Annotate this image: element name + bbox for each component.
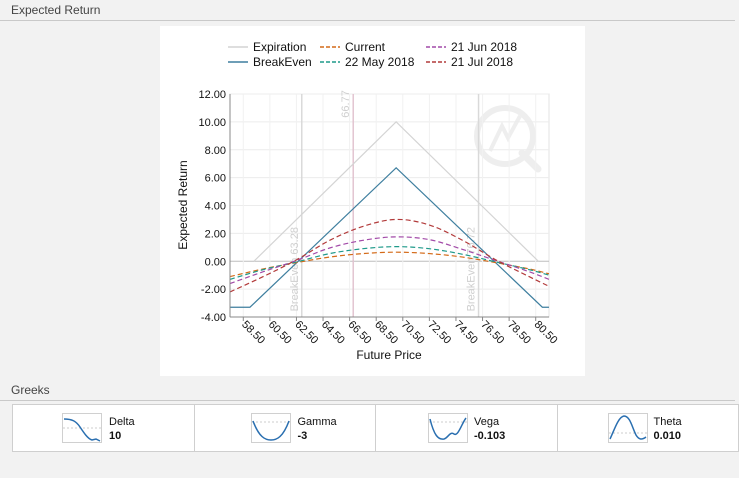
greeks-header: Greeks — [0, 380, 735, 401]
y-tick-label: -4.00 — [201, 312, 226, 324]
x-tick-label: 78.50 — [505, 319, 533, 347]
greek-name: Theta — [653, 416, 682, 428]
greek-theta[interactable]: Theta 0.010 — [558, 405, 739, 451]
y-axis-label: Expected Return — [176, 160, 190, 249]
breakeven-markers: BreakEven 63.28 66.77 BreakEven 76.72 — [289, 90, 480, 317]
greek-value: -0.103 — [474, 430, 506, 442]
vertical-marker-label: BreakEven 63.28 — [289, 227, 301, 311]
legend-label: 21 Jun 2018 — [451, 40, 517, 54]
greek-value: 10 — [109, 430, 122, 442]
x-tick-label: 58.50 — [239, 319, 267, 347]
vega-curve-icon — [428, 413, 468, 443]
legend-label: Current — [345, 40, 386, 54]
y-tick-label: 0.00 — [205, 256, 226, 268]
y-tick-label: -2.00 — [201, 284, 226, 296]
expected-return-header: Expected Return — [0, 0, 735, 21]
x-tick-label: 80.50 — [532, 319, 560, 347]
greek-value: 0.010 — [653, 430, 682, 442]
greek-name: Vega — [474, 416, 500, 428]
x-tick-label: 60.50 — [266, 319, 294, 347]
gamma-curve-icon — [250, 413, 291, 443]
series-line-21-jun-2018 — [230, 236, 549, 285]
x-tick-label: 70.50 — [399, 319, 427, 347]
chart-series — [230, 121, 549, 308]
greek-vega[interactable]: Vega -0.103 — [376, 405, 558, 451]
delta-curve-icon — [62, 413, 102, 443]
vertical-marker-label: BreakEven 76.72 — [466, 227, 478, 311]
chart-axes: 12.00 10.00 8.00 6.00 4.00 2.00 0.00 -2.00 -4.00… — [198, 89, 559, 347]
greek-gamma[interactable]: Gamma -3 — [195, 405, 376, 451]
y-tick-label: 10.00 — [198, 117, 226, 129]
legend-label: BreakEven — [253, 55, 312, 69]
greek-name: Delta — [109, 416, 135, 428]
legend-label: Expiration — [253, 40, 306, 54]
legend-label: 21 Jul 2018 — [451, 55, 513, 69]
x-tick-label: 68.50 — [372, 319, 400, 347]
vertical-marker-label: 66.77 — [340, 90, 352, 118]
y-tick-label: 6.00 — [205, 173, 226, 185]
greeks-title: Greeks — [11, 383, 50, 397]
series-line-breakeven — [230, 167, 549, 308]
series-line-current — [230, 251, 549, 278]
x-tick-label: 72.50 — [425, 319, 453, 347]
x-tick-label: 66.50 — [346, 319, 374, 347]
expected-return-title: Expected Return — [11, 3, 101, 17]
greek-delta[interactable]: Delta 10 — [13, 405, 195, 451]
x-tick-label: 74.50 — [452, 319, 480, 347]
greek-name: Gamma — [297, 416, 337, 428]
legend-label: 22 May 2018 — [345, 55, 415, 69]
x-tick-label: 76.50 — [478, 319, 506, 347]
y-tick-label: 8.00 — [205, 145, 226, 157]
x-tick-label: 62.50 — [292, 319, 320, 347]
series-line-expiration — [253, 121, 539, 262]
greek-value: -3 — [297, 430, 308, 442]
greeks-panel: Delta 10 Gamma -3 Vega -0.103 Theta 0.01… — [12, 404, 739, 452]
y-tick-label: 4.00 — [205, 201, 226, 213]
expected-return-chart-panel: Expiration BreakEven Current 22 May 2018 21 … — [160, 26, 585, 376]
y-tick-label: 2.00 — [205, 228, 226, 240]
x-axis-label: Future Price — [356, 348, 422, 362]
theta-curve-icon — [607, 413, 648, 443]
y-tick-label: 12.00 — [198, 89, 226, 101]
logo-watermark-icon — [474, 105, 542, 173]
x-tick-label: 64.50 — [319, 319, 347, 347]
